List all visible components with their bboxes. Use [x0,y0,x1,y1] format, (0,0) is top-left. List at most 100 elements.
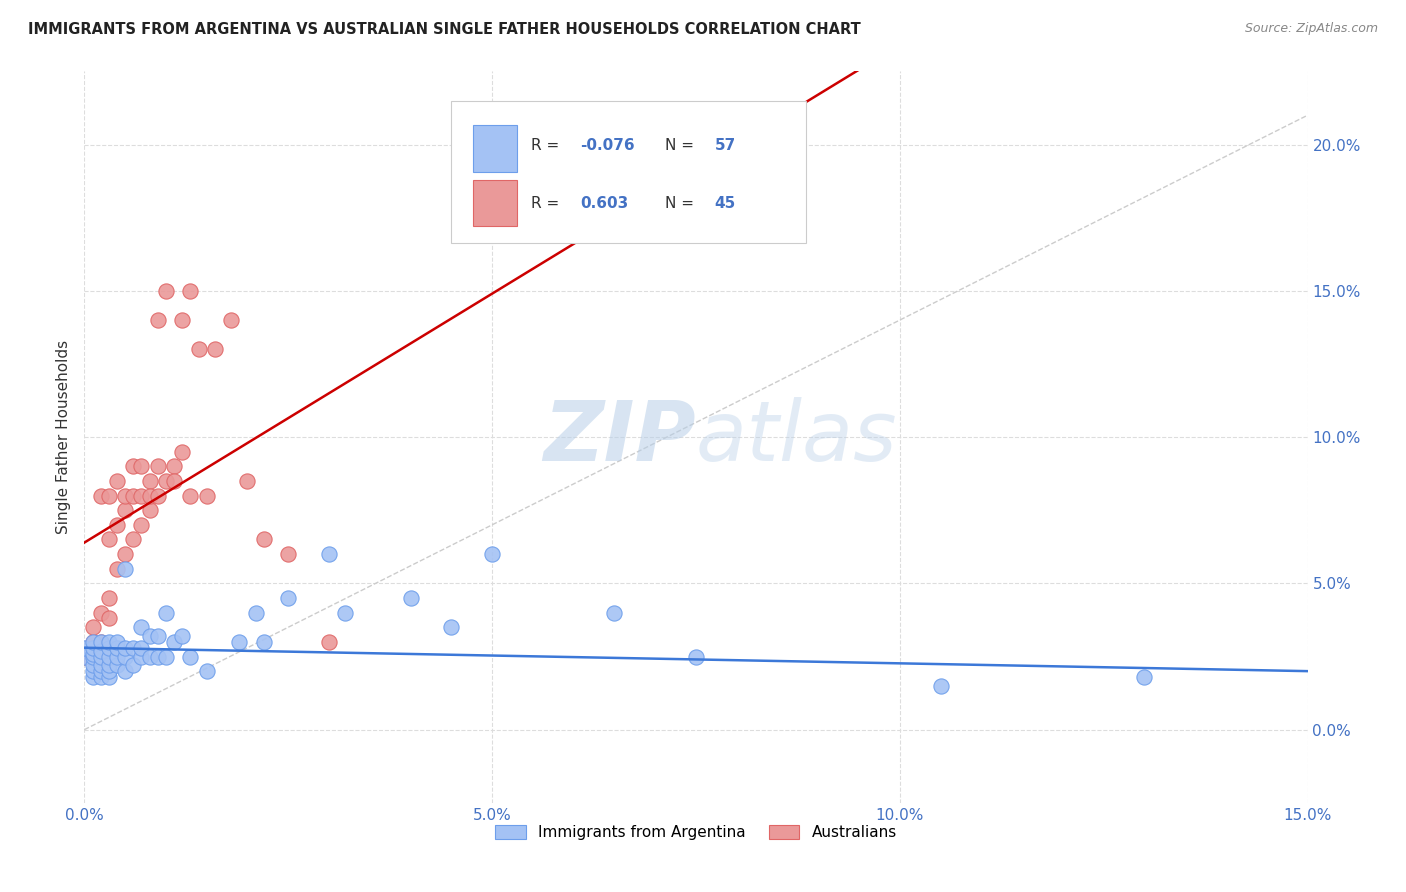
Point [90,635,112,649]
Text: 0.603: 0.603 [579,195,628,211]
Point [138,489,160,503]
Point [97,658,120,673]
Point [179,489,201,503]
Point [131,620,153,634]
Point [90,489,112,503]
Point [219,313,242,327]
Point [105,649,128,664]
Text: -0.076: -0.076 [579,138,634,153]
Point [277,547,299,561]
Point [90,658,112,673]
Point [82,640,104,655]
Point [97,533,120,547]
Point [82,649,104,664]
Point [172,444,194,458]
Point [114,547,136,561]
Point [114,562,136,576]
Point [187,343,209,357]
Text: 57: 57 [714,138,735,153]
Text: IMMIGRANTS FROM ARGENTINA VS AUSTRALIAN SINGLE FATHER HOUSEHOLDS CORRELATION CHA: IMMIGRANTS FROM ARGENTINA VS AUSTRALIAN … [28,22,860,37]
Point [97,635,120,649]
Point [179,284,201,298]
Point [138,474,160,488]
Point [122,459,145,474]
Text: R =: R = [531,138,564,153]
Point [105,562,128,576]
Point [318,635,340,649]
Point [82,664,104,678]
Text: atlas: atlas [696,397,897,477]
Point [114,649,136,664]
FancyBboxPatch shape [474,179,517,227]
Point [163,459,186,474]
Point [97,640,120,655]
Point [97,670,120,684]
Text: Source: ZipAtlas.com: Source: ZipAtlas.com [1244,22,1378,36]
Point [138,629,160,643]
Point [82,670,104,684]
Point [440,620,463,634]
Point [245,606,267,620]
Point [929,679,952,693]
Point [138,649,160,664]
Point [253,533,276,547]
Point [73,649,96,664]
FancyBboxPatch shape [451,101,806,244]
Point [236,474,259,488]
Point [318,547,340,561]
Text: R =: R = [531,195,564,211]
Point [195,489,218,503]
Point [146,489,169,503]
Point [122,489,145,503]
Point [114,664,136,678]
Text: ZIP: ZIP [543,397,696,477]
Point [82,635,104,649]
Point [114,489,136,503]
Point [131,649,153,664]
Point [122,658,145,673]
Point [122,533,145,547]
Point [277,591,299,605]
Point [1133,670,1156,684]
Point [105,640,128,655]
Point [73,649,96,664]
Point [163,635,186,649]
Point [90,670,112,684]
FancyBboxPatch shape [474,125,517,171]
Point [228,635,250,649]
Point [105,635,128,649]
Point [90,643,112,657]
Point [195,664,218,678]
Point [179,649,201,664]
Point [155,606,177,620]
Point [82,658,104,673]
Point [82,647,104,661]
Point [90,635,112,649]
Point [90,606,112,620]
Point [105,517,128,532]
Point [131,640,153,655]
Point [90,664,112,678]
Point [146,313,169,327]
Point [146,629,169,643]
Point [146,459,169,474]
Legend: Immigrants from Argentina, Australians: Immigrants from Argentina, Australians [489,819,903,847]
Point [155,649,177,664]
Point [335,606,357,620]
Point [155,474,177,488]
Point [172,313,194,327]
Point [97,489,120,503]
Text: N =: N = [665,138,699,153]
Point [82,635,104,649]
Point [114,640,136,655]
Point [97,611,120,625]
Point [146,649,169,664]
Point [73,640,96,655]
Point [163,474,186,488]
Point [131,489,153,503]
Point [97,591,120,605]
Point [97,649,120,664]
Text: N =: N = [665,195,699,211]
Point [105,474,128,488]
Point [114,503,136,517]
